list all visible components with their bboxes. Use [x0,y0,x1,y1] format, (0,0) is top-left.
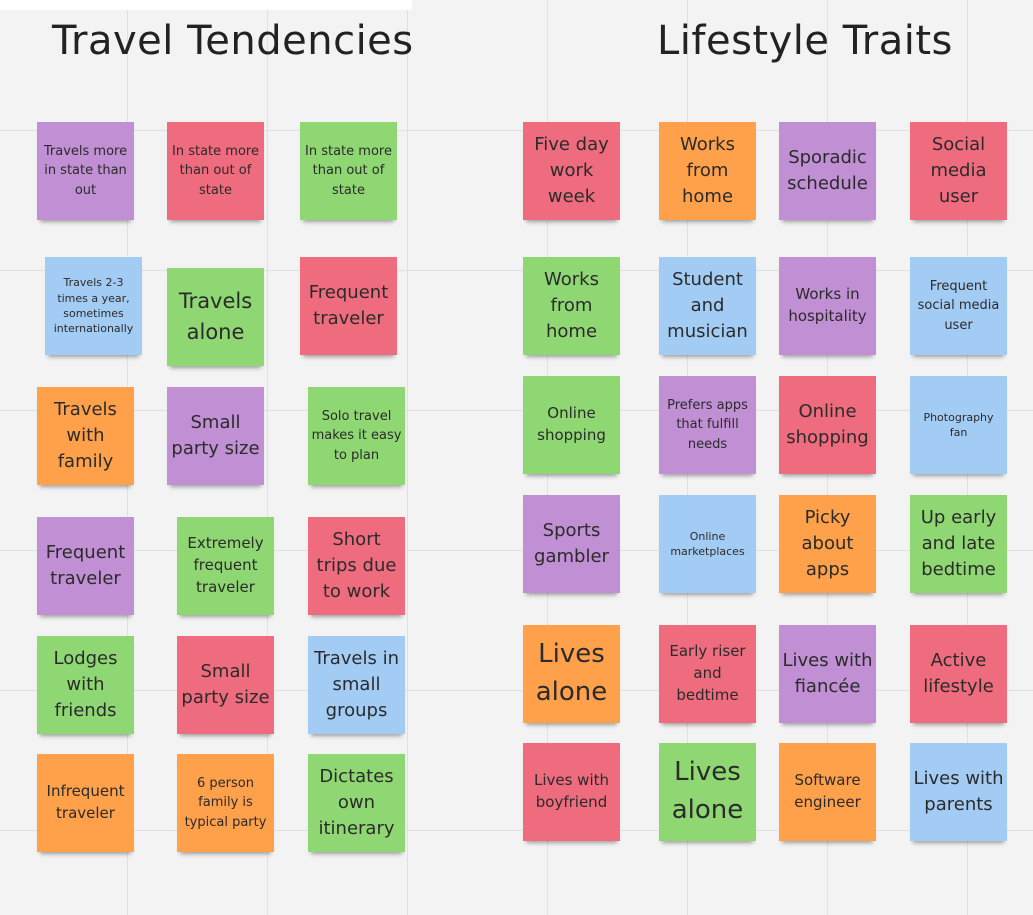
sticky-note-text: Social media user [930,133,987,208]
sticky-note[interactable]: Prefers apps that fulfill needs [659,376,756,474]
sticky-note-text: Lives with boyfriend [533,771,610,811]
sticky-note[interactable]: Lives with boyfriend [523,743,620,841]
sticky-note-text: Lives alone [535,639,608,707]
sticky-note-text: Works from home [680,133,735,208]
sticky-note[interactable]: Travels more in state than out [37,122,134,220]
sticky-note[interactable]: Active lifestyle [910,625,1007,723]
sticky-note-text: Travels more in state than out [43,143,128,198]
sticky-note[interactable]: Solo travel makes it easy to plan [308,387,405,485]
sticky-note[interactable]: 6 person family is typical party [177,754,274,852]
sticky-note[interactable]: Picky about apps [779,495,876,593]
sticky-note[interactable]: Software engineer [779,743,876,841]
sticky-note-text: In state more than out of state [172,143,259,198]
sticky-note-text: Online marketplaces [670,529,745,558]
sticky-note[interactable]: Online shopping [523,376,620,474]
sticky-note-text: Small party size [181,660,270,708]
sticky-note[interactable]: Travels with family [37,387,134,485]
sticky-note[interactable]: Works in hospitality [779,257,876,355]
sticky-note[interactable]: Travels alone [167,268,264,366]
sticky-note[interactable]: Student and musician [659,257,756,355]
sticky-note[interactable]: Works from home [523,257,620,355]
sticky-note-text: Lives with fiancée [782,649,873,697]
sticky-note[interactable]: Travels 2-3 times a year, sometimes inte… [45,257,142,355]
sticky-note-text: Solo travel makes it easy to plan [311,408,402,463]
sticky-note-text: Travels 2-3 times a year, sometimes inte… [53,276,134,336]
sticky-note[interactable]: Lives with parents [910,743,1007,841]
sticky-note-text: Up early and late bedtime [920,506,997,581]
sticky-note-text: Photography fan [923,410,994,439]
sticky-note-text: Sporadic schedule [787,146,868,194]
sticky-note[interactable]: Infrequent traveler [37,754,134,852]
sticky-note[interactable]: Works from home [659,122,756,220]
sticky-note[interactable]: Travels in small groups [308,636,405,734]
sticky-note[interactable]: Online marketplaces [659,495,756,593]
sticky-note[interactable]: In state more than out of state [167,122,264,220]
sticky-note[interactable]: Photography fan [910,376,1007,474]
sticky-note[interactable]: Lives alone [523,625,620,723]
sticky-note[interactable]: Early riser and bedtime [659,625,756,723]
sticky-note-text: Early riser and bedtime [669,642,746,704]
sticky-note-text: 6 person family is typical party [184,775,267,830]
sticky-note-text: Frequent traveler [45,541,126,589]
sticky-note[interactable]: Sports gambler [523,495,620,593]
panel-title-travel-tendencies: Travel Tendencies [52,18,414,64]
sticky-note-text: Software engineer [794,771,861,811]
sticky-note-text: Travels alone [178,288,253,345]
sticky-note-text: Student and musician [667,268,748,343]
sticky-note-text: Short trips due to work [316,528,397,603]
sticky-note[interactable]: Extremely frequent traveler [177,517,274,615]
sticky-note-text: Frequent traveler [308,281,389,329]
sticky-note[interactable]: Frequent social media user [910,257,1007,355]
sticky-note-text: Travels in small groups [313,647,400,722]
sticky-note-text: Infrequent traveler [46,782,125,822]
sticky-note-text: Lodges with friends [53,647,118,722]
sticky-note-text: Online shopping [537,404,606,444]
sticky-note-text: Travels with family [54,398,117,473]
sticky-note-text: Dictates own itinerary [318,765,395,840]
sticky-note[interactable]: Sporadic schedule [779,122,876,220]
sticky-note[interactable]: Up early and late bedtime [910,495,1007,593]
sticky-note[interactable]: Small party size [167,387,264,485]
sticky-note-text: Active lifestyle [923,649,994,697]
sticky-note[interactable]: Social media user [910,122,1007,220]
sticky-note-text: Works from home [544,268,599,343]
sticky-note-text: Online shopping [786,400,869,448]
sticky-note-text: In state more than out of state [305,143,392,198]
sticky-note[interactable]: Small party size [177,636,274,734]
sticky-note-text: Lives alone [671,757,744,825]
sticky-note[interactable]: Frequent traveler [300,257,397,355]
sticky-note-text: Prefers apps that fulfill needs [667,397,748,452]
sticky-note-text: Lives with parents [913,767,1004,815]
sticky-note-text: Sports gambler [534,519,609,567]
sticky-note-text: Extremely frequent traveler [187,534,264,596]
sticky-note-text: Picky about apps [801,506,854,581]
sticky-note[interactable]: Frequent traveler [37,517,134,615]
sticky-note-text: Works in hospitality [788,285,867,325]
sticky-note[interactable]: Lives with fiancée [779,625,876,723]
sticky-note[interactable]: Lodges with friends [37,636,134,734]
sticky-note[interactable]: Online shopping [779,376,876,474]
sticky-note[interactable]: Dictates own itinerary [308,754,405,852]
sticky-note[interactable]: Lives alone [659,743,756,841]
sticky-note-text: Frequent social media user [917,278,1000,333]
sticky-note[interactable]: Short trips due to work [308,517,405,615]
panel-title-lifestyle-traits: Lifestyle Traits [657,18,953,64]
sticky-note[interactable]: Five day work week [523,122,620,220]
top-toolbar-strip [0,0,412,10]
sticky-note-text: Small party size [171,411,260,459]
sticky-note[interactable]: In state more than out of state [300,122,397,220]
sticky-note-text: Five day work week [534,133,609,208]
